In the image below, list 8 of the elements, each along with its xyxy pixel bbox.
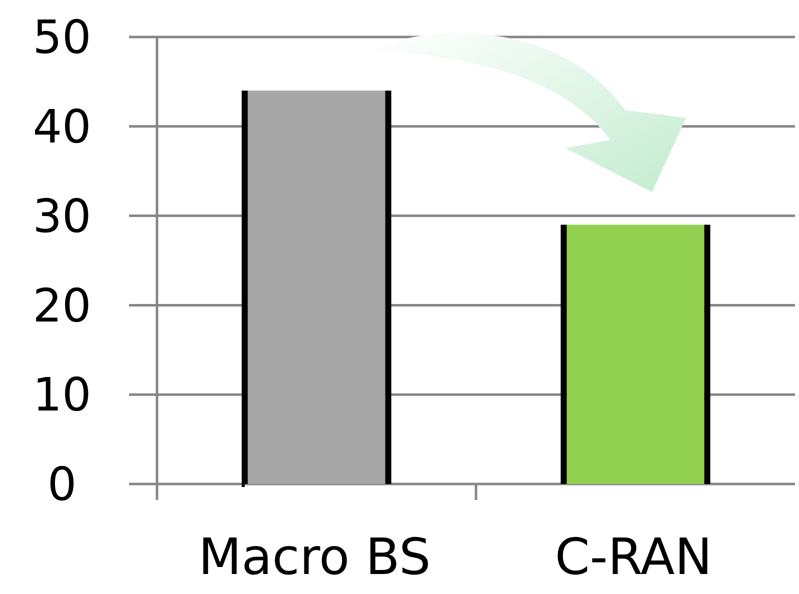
y-tick-label: 20 bbox=[32, 278, 92, 332]
x-tick-label: C-RAN bbox=[554, 528, 712, 586]
x-tick-label: Macro BS bbox=[198, 528, 431, 586]
y-tick-label: 30 bbox=[32, 188, 92, 243]
y-tick-label: 10 bbox=[32, 368, 92, 422]
y-tick-label: 0 bbox=[47, 457, 77, 512]
y-tick-label: 50 bbox=[32, 10, 92, 64]
y-tick-label: 40 bbox=[32, 100, 92, 154]
